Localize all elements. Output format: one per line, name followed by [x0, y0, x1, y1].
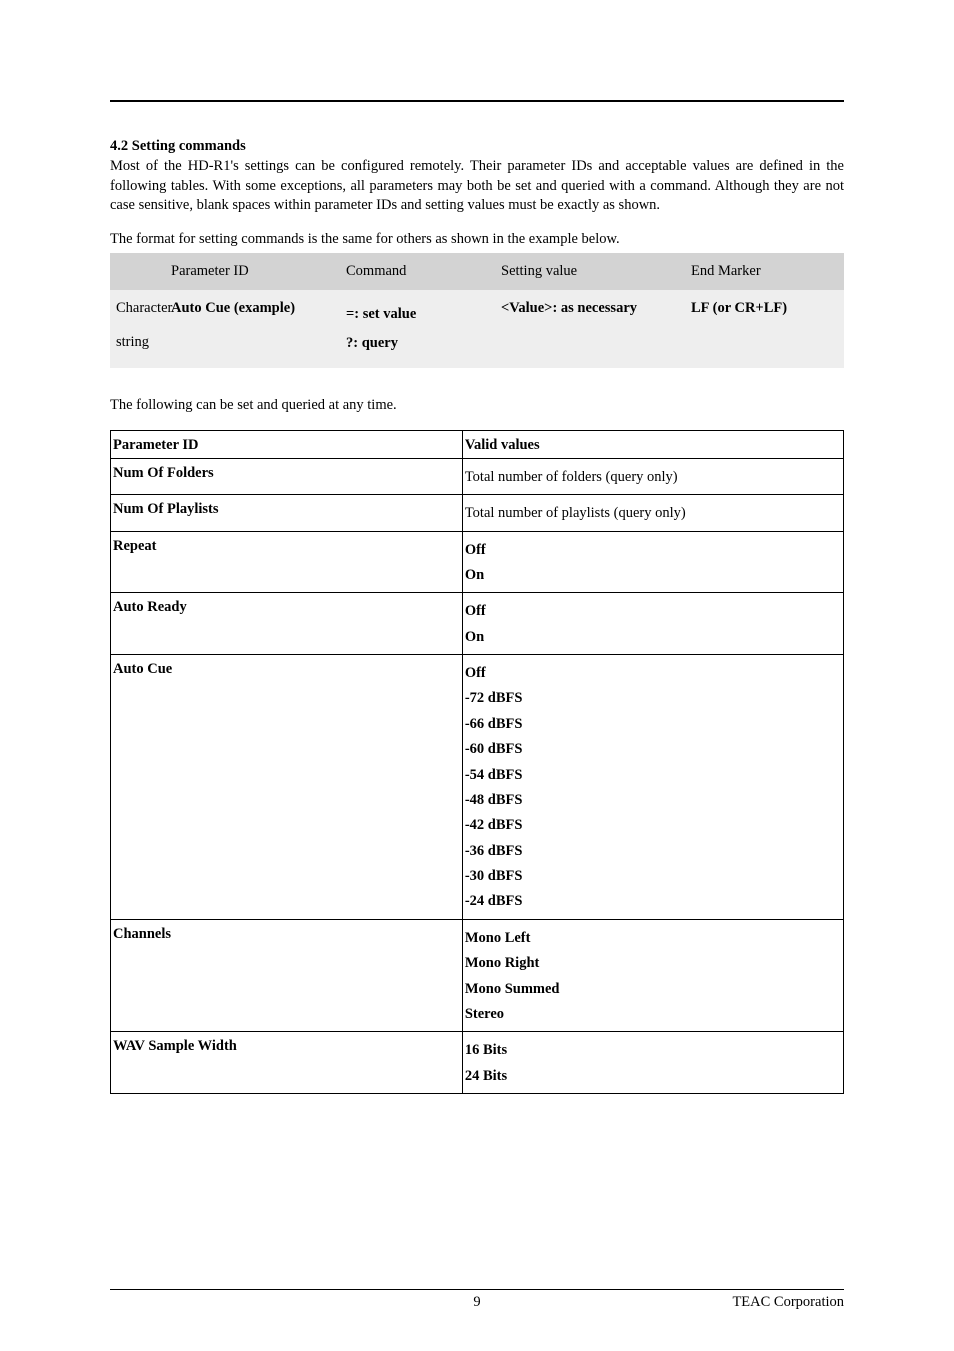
- param-values-cell: Mono LeftMono RightMono SummedStereo: [462, 919, 843, 1032]
- format-table-header-row: Parameter ID Command Setting value End M…: [110, 253, 844, 290]
- param-value: -60 dBFS: [465, 737, 839, 762]
- table-row: ChannelsMono LeftMono RightMono SummedSt…: [111, 919, 844, 1032]
- param-values-cell: 16 Bits24 Bits: [462, 1032, 843, 1094]
- param-values-cell: Total number of folders (query only): [462, 458, 843, 494]
- format-row-command: =: set value ?: query: [340, 290, 495, 368]
- param-value: Off: [465, 538, 839, 563]
- table-row: Num Of PlaylistsTotal number of playlist…: [111, 495, 844, 531]
- param-value: On: [465, 625, 839, 650]
- param-name-cell: Auto Ready: [111, 593, 463, 655]
- param-value: 16 Bits: [465, 1038, 839, 1063]
- param-values-cell: OffOn: [462, 593, 843, 655]
- param-values-cell: Total number of playlists (query only): [462, 495, 843, 531]
- param-name-cell: Num Of Playlists: [111, 495, 463, 531]
- param-value: Total number of playlists (query only): [465, 501, 839, 526]
- footer-company: TEAC Corporation: [599, 1294, 844, 1311]
- params-header-row: Parameter ID Valid values: [111, 430, 844, 458]
- format-row-command-query: ?: query: [346, 335, 398, 351]
- table-row: Auto CueOff-72 dBFS-66 dBFS-60 dBFS-54 d…: [111, 655, 844, 920]
- param-value: -42 dBFS: [465, 813, 839, 838]
- param-values-cell: OffOn: [462, 531, 843, 593]
- param-values-cell: Off-72 dBFS-66 dBFS-60 dBFS-54 dBFS-48 d…: [462, 655, 843, 920]
- footer-horizontal-rule: [110, 1289, 844, 1290]
- section-paragraph-2: The format for setting commands is the s…: [110, 230, 844, 250]
- param-value: -48 dBFS: [465, 788, 839, 813]
- page-footer: 9 TEAC Corporation: [110, 1249, 844, 1311]
- body-area: 4.2 Setting commands Most of the HD-R1's…: [110, 138, 844, 1249]
- section-paragraph-1: Most of the HD-R1's settings can be conf…: [110, 157, 844, 216]
- table-row: Auto ReadyOffOn: [111, 593, 844, 655]
- param-name-cell: Channels: [111, 919, 463, 1032]
- format-header-command: Command: [340, 253, 495, 290]
- format-row-end-marker: LF (or CR+LF): [685, 290, 844, 368]
- param-value: Off: [465, 599, 839, 624]
- param-value: -72 dBFS: [465, 686, 839, 711]
- param-name-cell: Auto Cue: [111, 655, 463, 920]
- parameters-table: Parameter ID Valid values Num Of Folders…: [110, 430, 844, 1094]
- param-value: Off: [465, 661, 839, 686]
- footer-page-number: 9: [355, 1294, 600, 1311]
- param-value: On: [465, 563, 839, 588]
- param-name-cell: WAV Sample Width: [111, 1032, 463, 1094]
- format-header-param-id: Parameter ID: [165, 253, 340, 290]
- table-row: Num Of FoldersTotal number of folders (q…: [111, 458, 844, 494]
- param-value: 24 Bits: [465, 1064, 839, 1089]
- top-horizontal-rule: [110, 100, 844, 102]
- section-heading: 4.2 Setting commands: [110, 138, 844, 155]
- section-paragraph-3: The following can be set and queried at …: [110, 396, 844, 416]
- table-row: WAV Sample Width16 Bits24 Bits: [111, 1032, 844, 1094]
- format-row-command-set: =: set value: [346, 306, 416, 322]
- param-value: Mono Right: [465, 951, 839, 976]
- format-table: Parameter ID Command Setting value End M…: [110, 253, 844, 368]
- format-row-label: Character string: [110, 290, 165, 368]
- format-header-setting-value: Setting value: [495, 253, 685, 290]
- format-row-label-line2: string: [116, 334, 149, 350]
- param-name-cell: Num Of Folders: [111, 458, 463, 494]
- param-name-cell: Repeat: [111, 531, 463, 593]
- footer-left: [110, 1294, 355, 1311]
- format-row-param-id: Auto Cue (example): [165, 290, 340, 368]
- param-value: -30 dBFS: [465, 864, 839, 889]
- param-value: Mono Summed: [465, 977, 839, 1002]
- format-table-body-row: Character string Auto Cue (example) =: s…: [110, 290, 844, 368]
- page-container: 4.2 Setting commands Most of the HD-R1's…: [0, 0, 954, 1351]
- format-header-end-marker: End Marker: [685, 253, 844, 290]
- format-header-blank: [110, 253, 165, 290]
- param-value: -36 dBFS: [465, 839, 839, 864]
- format-row-setting-value: <Value>: as necessary: [495, 290, 685, 368]
- param-value: Stereo: [465, 1002, 839, 1027]
- params-header-valid-values: Valid values: [462, 430, 843, 458]
- format-row-label-line1: Character: [116, 300, 172, 316]
- table-row: RepeatOffOn: [111, 531, 844, 593]
- param-value: -66 dBFS: [465, 712, 839, 737]
- param-value: -24 dBFS: [465, 889, 839, 914]
- param-value: Total number of folders (query only): [465, 465, 839, 490]
- param-value: Mono Left: [465, 926, 839, 951]
- param-value: -54 dBFS: [465, 763, 839, 788]
- params-header-param-id: Parameter ID: [111, 430, 463, 458]
